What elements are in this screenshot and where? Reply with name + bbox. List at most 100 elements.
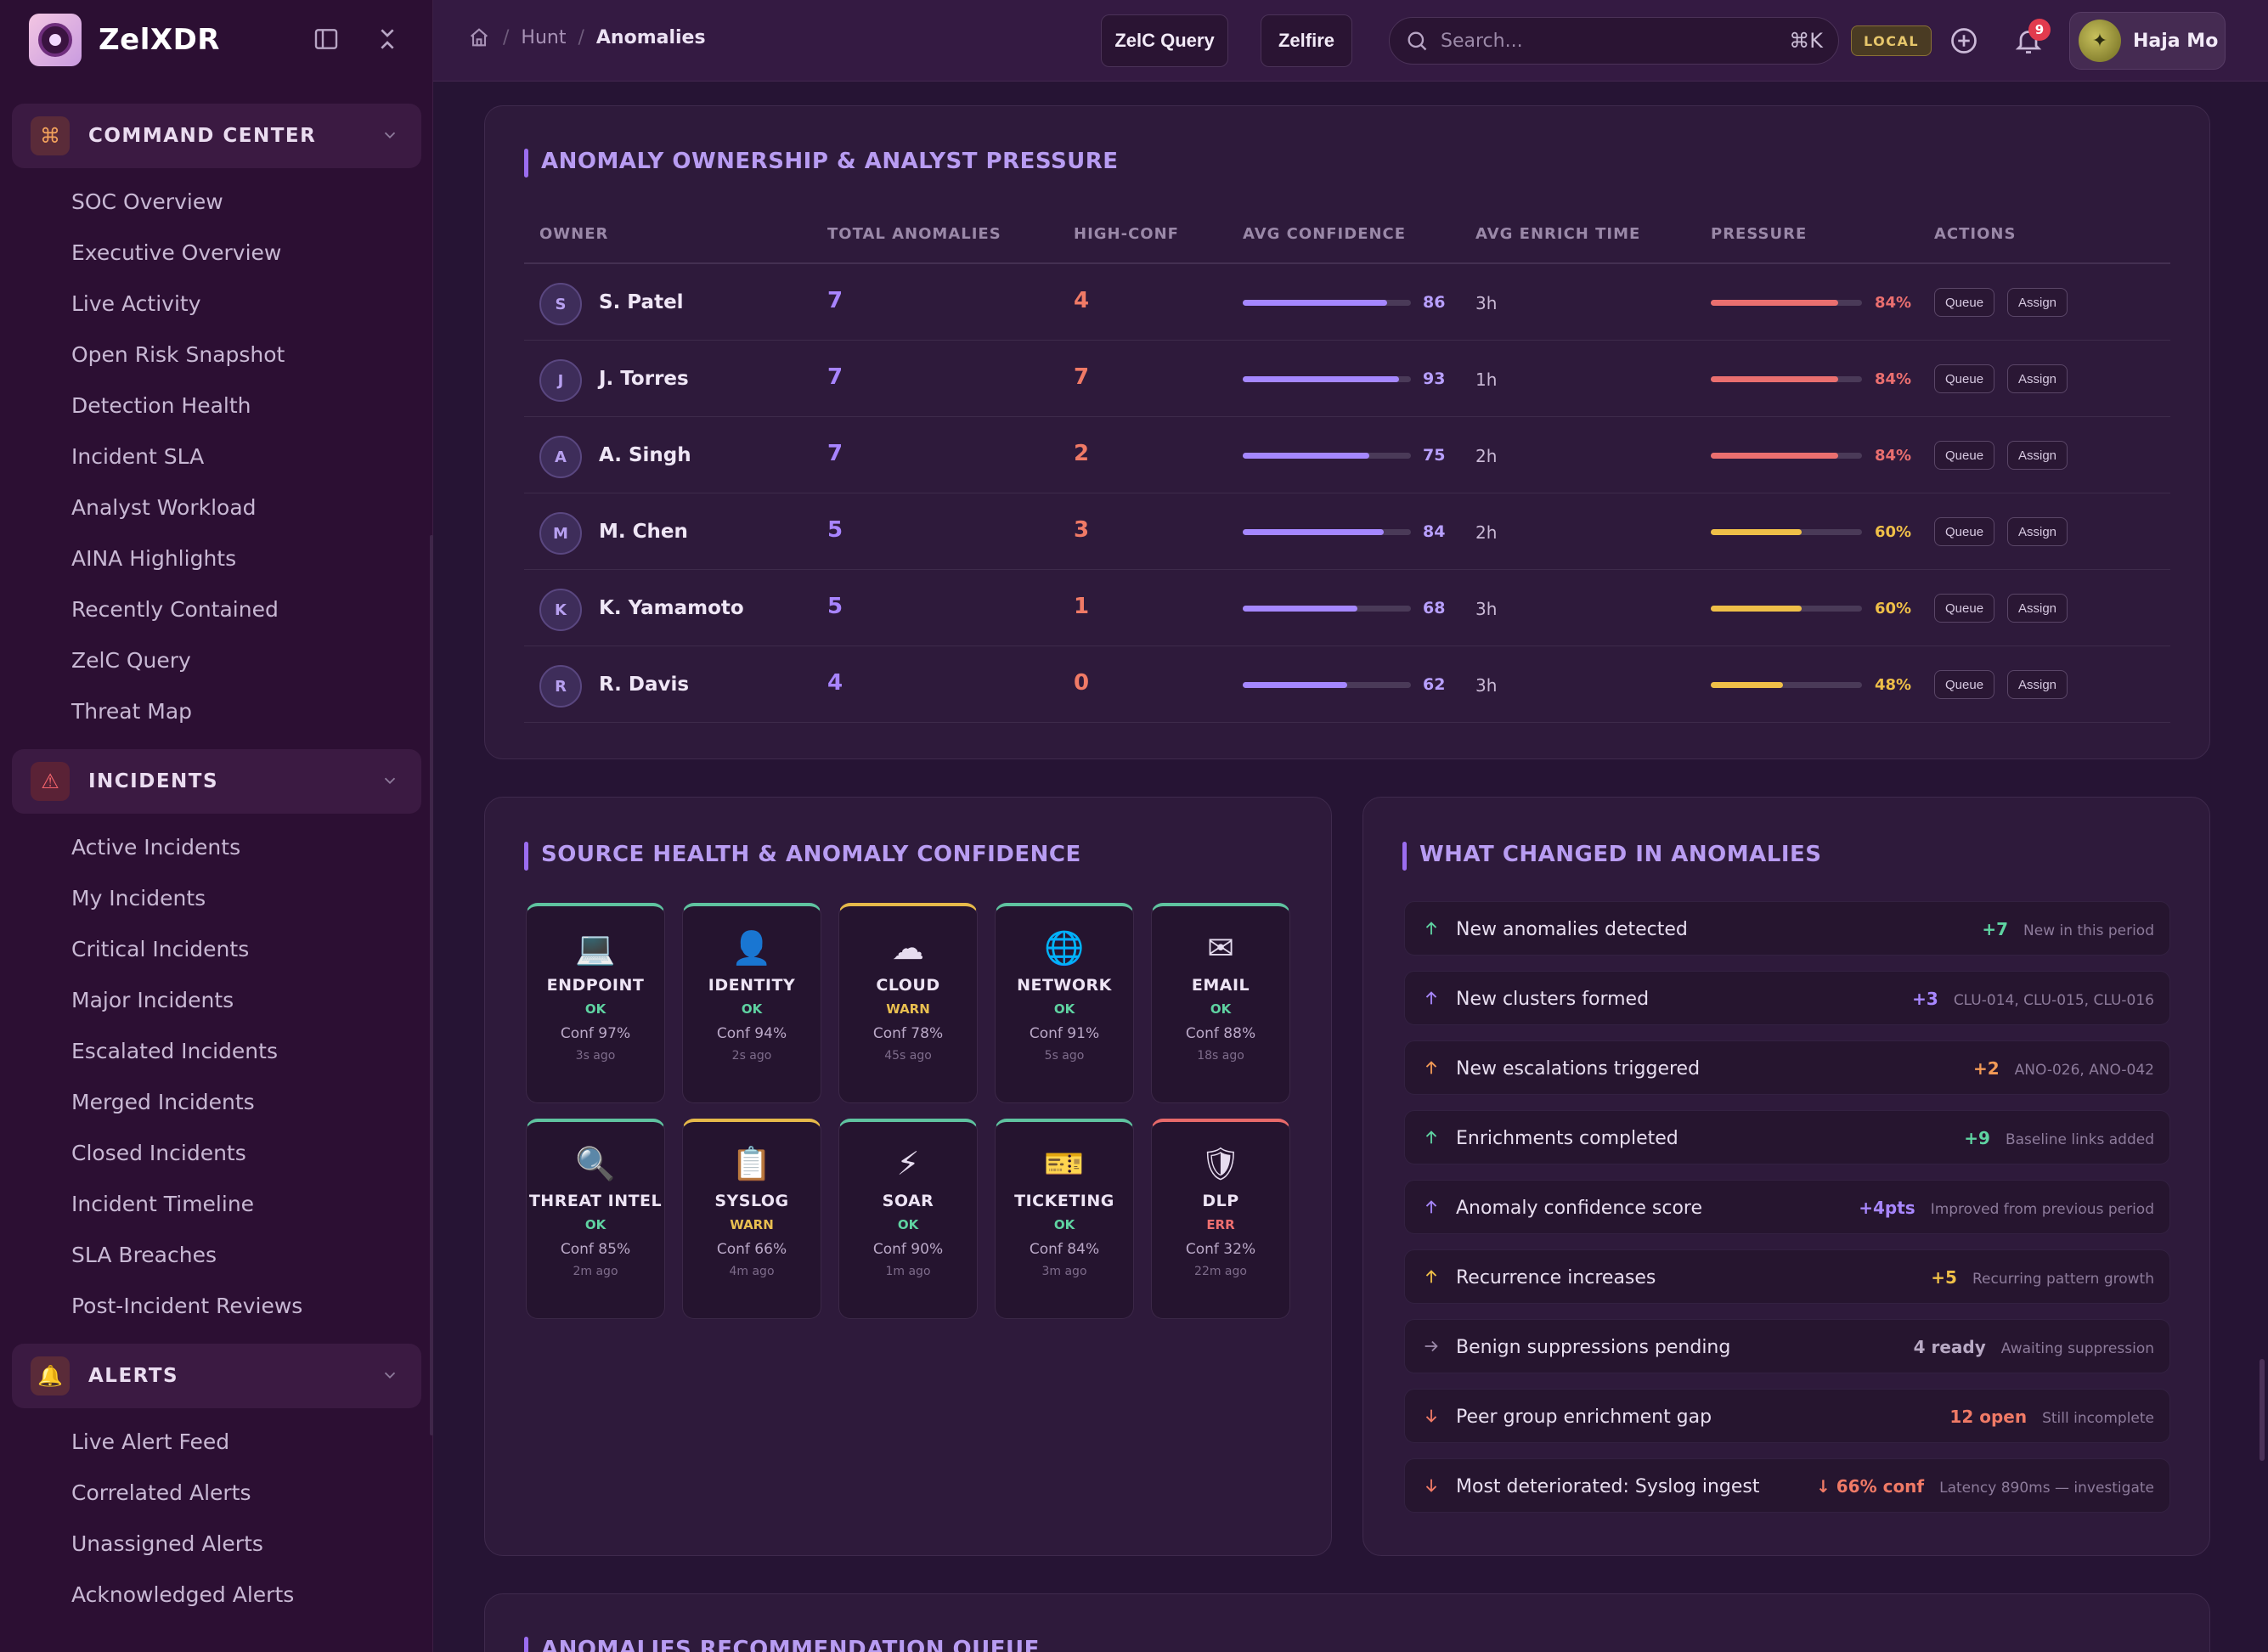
source-tile-network[interactable]: 🌐 NETWORK OK Conf 91% 5s ago [995, 903, 1134, 1103]
assign-button[interactable]: Assign [2007, 364, 2068, 393]
sidebar-item-soc-overview[interactable]: SOC Overview [71, 189, 223, 214]
assign-button[interactable]: Assign [2007, 594, 2068, 623]
last-seen: 2s ago [731, 1049, 772, 1063]
pressure-fill [1711, 376, 1838, 382]
list-item[interactable]: Anomaly confidence score +4pts Improved fr… [1404, 1180, 2170, 1234]
high-conf-count: 0 [1074, 670, 1090, 696]
sidebar-toggle-icon[interactable] [313, 25, 340, 53]
list-item[interactable]: Recurrence increases +5 Recurring pattern … [1404, 1249, 2170, 1304]
sidebar-item-my-incidents[interactable]: My Incidents [71, 886, 206, 911]
list-item[interactable]: New clusters formed +3 CLU-014, CLU-015, C… [1404, 971, 2170, 1025]
sidebar-item-active-incidents[interactable]: Active Incidents [71, 835, 241, 860]
sidebar-item-major-incidents[interactable]: Major Incidents [71, 988, 234, 1012]
cloud-icon: ☁ [892, 929, 924, 967]
zelc-query-button[interactable]: ZelC Query [1101, 14, 1228, 67]
brand[interactable]: ZelXDR [29, 14, 220, 66]
zelfire-button[interactable]: Zelfire [1261, 14, 1352, 67]
list-item[interactable]: New anomalies detected +7 New in this peri… [1404, 901, 2170, 956]
sidebar-item-correlated-alerts[interactable]: Correlated Alerts [71, 1480, 251, 1505]
sidebar-item-zelc-query[interactable]: ZelC Query [71, 648, 191, 673]
sidebar-item-incident-sla[interactable]: Incident SLA [71, 444, 205, 469]
sidebar-item-escalated-incidents[interactable]: Escalated Incidents [71, 1039, 278, 1063]
queue-button[interactable]: Queue [1934, 288, 1995, 317]
source-tile-threat-intel[interactable]: 🔍 THREAT INTEL OK Conf 85% 2m ago [526, 1119, 665, 1319]
source-tile-soar[interactable]: ⚡ SOAR OK Conf 90% 1m ago [838, 1119, 978, 1319]
avg-enrich-time: 3h [1475, 293, 1498, 313]
chevron-down-icon[interactable] [381, 1366, 399, 1384]
sidebar-item-merged-incidents[interactable]: Merged Incidents [71, 1090, 255, 1114]
arrow-right-icon [1425, 1340, 1438, 1352]
command-icon: ⌘ [31, 116, 70, 155]
sidebar-item-live-activity[interactable]: Live Activity [71, 291, 201, 316]
nav-section-label: ALERTS [88, 1365, 179, 1387]
list-item[interactable]: Benign suppressions pending 4 ready Awaiti… [1404, 1319, 2170, 1373]
sidebar-item-acknowledged-alerts[interactable]: Acknowledged Alerts [71, 1582, 295, 1607]
source-tile-endpoint[interactable]: 💻 ENDPOINT OK Conf 97% 3s ago [526, 903, 665, 1103]
owner-name[interactable]: J. Torres [599, 368, 689, 390]
status-badge: OK [897, 1217, 919, 1232]
queue-button[interactable]: Queue [1934, 517, 1995, 546]
sidebar-item-aina-highlights[interactable]: AINA Highlights [71, 546, 237, 571]
list-item[interactable]: Peer group enrichment gap 12 open Still in… [1404, 1389, 2170, 1443]
list-item[interactable]: New escalations triggered +2 ANO-026, ANO-… [1404, 1040, 2170, 1095]
pressure-value: 48% [1875, 676, 1912, 694]
sidebar-item-critical-incidents[interactable]: Critical Incidents [71, 937, 250, 961]
owner-name[interactable]: R. Davis [599, 674, 690, 696]
user-menu[interactable]: ✦ Haja Mo [2069, 12, 2226, 70]
nav-section-incidents[interactable]: ⚠ INCIDENTS [12, 749, 421, 814]
source-name: NETWORK [1017, 976, 1112, 995]
source-tile-syslog[interactable]: 📋 SYSLOG WARN Conf 66% 4m ago [682, 1119, 821, 1319]
assign-button[interactable]: Assign [2007, 441, 2068, 470]
sidebar-item-closed-incidents[interactable]: Closed Incidents [71, 1141, 246, 1165]
queue-button[interactable]: Queue [1934, 441, 1995, 470]
sidebar-item-unassigned-alerts[interactable]: Unassigned Alerts [71, 1531, 263, 1556]
search-input[interactable] [1441, 30, 1790, 52]
nav-section-alerts[interactable]: 🔔 ALERTS [12, 1344, 421, 1408]
source-tile-email[interactable]: ✉ EMAIL OK Conf 88% 18s ago [1151, 903, 1290, 1103]
main-scrollbar[interactable] [2260, 1359, 2265, 1461]
home-icon[interactable] [467, 25, 491, 49]
arrow-up-icon [1425, 1200, 1437, 1214]
change-detail: +9 Baseline links added [1964, 1128, 2154, 1148]
owner-name[interactable]: A. Singh [599, 444, 691, 466]
sidebar-item-sla-breaches[interactable]: SLA Breaches [71, 1243, 217, 1267]
source-confidence: Conf 97% [560, 1025, 631, 1042]
globe-icon: 🌐 [1044, 929, 1085, 967]
add-circle-icon[interactable] [1949, 25, 1979, 56]
list-item[interactable]: Most deteriorated: Syslog ingest ↓ 66% co… [1404, 1458, 2170, 1513]
sidebar-item-threat-map[interactable]: Threat Map [71, 699, 193, 724]
sidebar-item-incident-timeline[interactable]: Incident Timeline [71, 1192, 255, 1216]
change-label: Peer group enrichment gap [1456, 1407, 1712, 1428]
sidebar-item-detection-health[interactable]: Detection Health [71, 393, 251, 418]
queue-button[interactable]: Queue [1934, 670, 1995, 699]
assign-button[interactable]: Assign [2007, 288, 2068, 317]
collapse-sections-icon[interactable] [374, 25, 401, 53]
avg-confidence-fill [1243, 529, 1385, 535]
queue-button[interactable]: Queue [1934, 364, 1995, 393]
sidebar-item-post-incident-reviews[interactable]: Post-Incident Reviews [71, 1294, 303, 1318]
sidebar-item-open-risk-snapshot[interactable]: Open Risk Snapshot [71, 342, 285, 367]
nav-section-command-center[interactable]: ⌘ COMMAND CENTER [12, 104, 421, 168]
owner-name[interactable]: K. Yamamoto [599, 597, 744, 619]
sidebar-item-recently-contained[interactable]: Recently Contained [71, 597, 279, 622]
chevron-down-icon[interactable] [381, 771, 399, 790]
breadcrumb-hunt[interactable]: Hunt [521, 26, 567, 48]
sidebar-item-analyst-workload[interactable]: Analyst Workload [71, 495, 257, 520]
queue-button[interactable]: Queue [1934, 594, 1995, 623]
source-tile-identity[interactable]: 👤 IDENTITY OK Conf 94% 2s ago [682, 903, 821, 1103]
sidebar-item-live-alert-feed[interactable]: Live Alert Feed [71, 1429, 230, 1454]
source-tile-ticketing[interactable]: 🎫 TICKETING OK Conf 84% 3m ago [995, 1119, 1134, 1319]
search-box[interactable]: ⌘K [1389, 17, 1839, 65]
assign-button[interactable]: Assign [2007, 517, 2068, 546]
source-tile-dlp[interactable]: 🛡 DLP ERR Conf 32% 22m ago [1151, 1119, 1290, 1319]
arrow-up-icon [1425, 1130, 1437, 1144]
list-item[interactable]: Enrichments completed +9 Baseline links ad… [1404, 1110, 2170, 1164]
owner-name[interactable]: M. Chen [599, 521, 688, 543]
chevron-down-icon[interactable] [381, 126, 399, 144]
owner-name[interactable]: S. Patel [599, 291, 684, 313]
assign-button[interactable]: Assign [2007, 670, 2068, 699]
avg-confidence-value: 84 [1423, 522, 1446, 541]
source-tile-cloud[interactable]: ☁ CLOUD WARN Conf 78% 45s ago [838, 903, 978, 1103]
sidebar-item-executive-overview[interactable]: Executive Overview [71, 240, 282, 265]
sidebar-scrollbar[interactable] [430, 535, 433, 1435]
